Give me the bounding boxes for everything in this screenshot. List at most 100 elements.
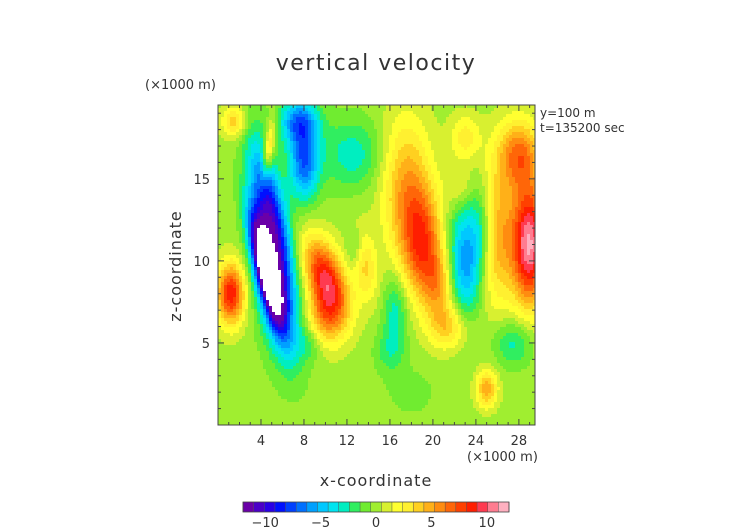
- heatmap-cell: [389, 135, 393, 139]
- heatmap-cell: [509, 105, 513, 109]
- heatmap-cell: [506, 132, 510, 136]
- heatmap-cell: [311, 114, 315, 118]
- heatmap-cell: [461, 213, 465, 217]
- heatmap-cell: [236, 129, 240, 133]
- heatmap-cell: [293, 219, 297, 223]
- heatmap-cell: [263, 165, 267, 169]
- heatmap-cell: [365, 174, 369, 178]
- heatmap-cell: [533, 165, 536, 169]
- heatmap-cell: [341, 126, 345, 130]
- heatmap-cell: [281, 156, 285, 160]
- heatmap-cell: [296, 231, 300, 235]
- heatmap-cell: [416, 156, 420, 160]
- heatmap-cell: [341, 123, 345, 127]
- heatmap-cell: [368, 153, 372, 157]
- heatmap-cell: [509, 198, 513, 202]
- heatmap-cell: [308, 192, 312, 196]
- heatmap-cell: [221, 120, 225, 124]
- heatmap-cell: [509, 129, 513, 133]
- heatmap-cell: [521, 129, 525, 133]
- heatmap-cell: [422, 219, 426, 223]
- heatmap-cell: [239, 114, 243, 118]
- heatmap-cell: [359, 192, 363, 196]
- heatmap-cell: [527, 108, 531, 112]
- heatmap-cell: [431, 198, 435, 202]
- heatmap-cell: [377, 132, 381, 136]
- heatmap-cell: [530, 120, 534, 124]
- heatmap-cell: [320, 216, 324, 220]
- heatmap-cell: [515, 216, 519, 220]
- heatmap-cell: [485, 135, 489, 139]
- heatmap-cell: [464, 114, 468, 118]
- heatmap-cell: [455, 165, 459, 169]
- heatmap-cell: [311, 150, 315, 154]
- heatmap-cell: [404, 210, 408, 214]
- heatmap-cell: [377, 159, 381, 163]
- heatmap-cell: [416, 204, 420, 208]
- heatmap-cell: [377, 144, 381, 148]
- heatmap-cell: [344, 153, 348, 157]
- heatmap-cell: [401, 192, 405, 196]
- heatmap-cell: [386, 129, 390, 133]
- heatmap-cell: [356, 147, 360, 151]
- heatmap-cell: [434, 183, 438, 187]
- heatmap-cell: [251, 126, 255, 130]
- heatmap-cell: [224, 177, 228, 181]
- heatmap-cell: [431, 207, 435, 211]
- heatmap-cell: [509, 234, 513, 238]
- heatmap-cell: [497, 105, 501, 109]
- heatmap-cell: [467, 222, 471, 226]
- heatmap-cell: [230, 120, 234, 124]
- heatmap-cell: [338, 126, 342, 130]
- heatmap-cell: [356, 156, 360, 160]
- heatmap-cell: [305, 105, 309, 109]
- heatmap-cell: [257, 132, 261, 136]
- heatmap-cell: [461, 123, 465, 127]
- heatmap-cell: [242, 177, 246, 181]
- heatmap-cell: [422, 117, 426, 121]
- heatmap-cell: [290, 219, 294, 223]
- heatmap-cell: [236, 150, 240, 154]
- heatmap-cell: [437, 129, 441, 133]
- heatmap-cell: [524, 174, 528, 178]
- heatmap-cell: [278, 120, 282, 124]
- heatmap-cell: [308, 108, 312, 112]
- heatmap-cell: [281, 120, 285, 124]
- heatmap-cell: [491, 120, 495, 124]
- heatmap-cell: [326, 129, 330, 133]
- heatmap-cell: [524, 189, 528, 193]
- heatmap-cell: [437, 150, 441, 154]
- heatmap-cell: [362, 126, 366, 130]
- heatmap-cell: [392, 168, 396, 172]
- heatmap-cell: [260, 201, 264, 205]
- heatmap-cell: [521, 183, 525, 187]
- heatmap-cell: [245, 228, 249, 232]
- heatmap-cell: [314, 135, 318, 139]
- heatmap-cell: [236, 195, 240, 199]
- heatmap-cell: [323, 141, 327, 145]
- heatmap-cell: [422, 147, 426, 151]
- heatmap-cell: [506, 171, 510, 175]
- heatmap-cell: [389, 105, 393, 109]
- heatmap-cell: [491, 114, 495, 118]
- heatmap-cell: [281, 186, 285, 190]
- heatmap-cell: [281, 192, 285, 196]
- heatmap-cell: [281, 144, 285, 148]
- heatmap-cell: [293, 204, 297, 208]
- heatmap-cell: [407, 156, 411, 160]
- heatmap-cell: [437, 114, 441, 118]
- heatmap-cell: [320, 153, 324, 157]
- heatmap-cell: [467, 198, 471, 202]
- heatmap-cell: [284, 240, 288, 244]
- heatmap-cell: [269, 156, 273, 160]
- heatmap-cell: [518, 156, 522, 160]
- heatmap-cell: [467, 213, 471, 217]
- heatmap-cell: [317, 216, 321, 220]
- heatmap-cell: [434, 135, 438, 139]
- heatmap-cell: [287, 168, 291, 172]
- heatmap-cell: [245, 135, 249, 139]
- heatmap-cell: [284, 114, 288, 118]
- heatmap-cell: [251, 216, 255, 220]
- heatmap-cell: [422, 216, 426, 220]
- heatmap-cell: [290, 222, 294, 226]
